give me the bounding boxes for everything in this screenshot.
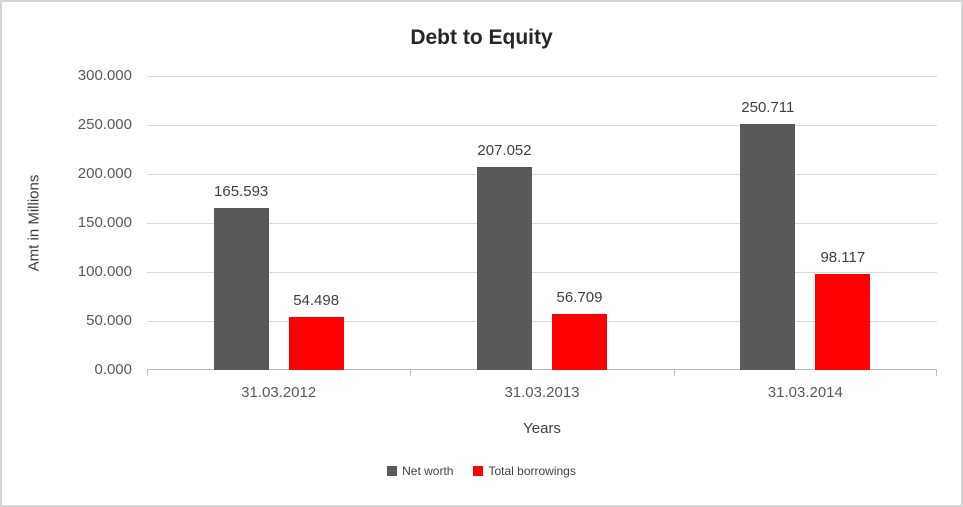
y-tick-label: 150.000 [77,214,132,231]
bar-value-label: 250.711 [741,99,795,117]
legend-label: Total borrowings [488,464,576,478]
bar-value-label: 98.117 [820,248,866,266]
bar-total-borrowings [815,273,871,370]
gridline [147,125,937,126]
y-tick-label: 50.000 [86,312,132,329]
y-tick-label: 200.000 [77,165,132,182]
legend-label: Net worth [402,464,454,478]
y-tick-label: 100.000 [77,263,132,280]
y-axis-ticks: 0.000 50.000 100.000 150.000 200.000 250.000 3… [2,67,132,378]
legend-item: Total borrowings [473,464,576,478]
y-tick-label: 0.000 [94,361,132,378]
bar-value-label: 56.709 [556,289,603,307]
bar-total-borrowings [288,316,344,370]
legend-swatch [387,466,398,476]
gridline [147,272,937,273]
axis-tick-mark [410,370,412,376]
bar-net-worth [213,207,269,370]
bar-total-borrowings [552,314,607,370]
y-tick-label: 250.000 [77,116,132,133]
bar-value-label: 54.498 [293,291,340,309]
axis-tick-mark [936,370,937,376]
legend: Net worth Total borrowings [2,464,961,478]
bar-value-label: 207.052 [477,142,532,160]
y-tick-label: 300.000 [77,67,132,84]
x-category-label: 31.03.2012 [241,384,317,401]
x-axis-title: Years [523,420,561,437]
bar-net-worth [477,167,532,370]
x-category-label: 31.03.2013 [504,384,580,401]
plot-area: 31.03.2012 165.593 54.498 31.03.2013 207.052… [147,76,937,401]
legend-swatch [473,466,484,476]
legend-item: Net worth [387,464,453,478]
bar-value-label: 165.593 [214,182,269,200]
axis-tick-mark [673,370,675,376]
chart-title: Debt to Equity [410,26,553,49]
gridline [147,174,937,175]
gridline [147,223,937,224]
x-category-label: 31.03.2014 [767,384,843,401]
gridline [147,76,937,77]
x-axis-line [147,369,937,370]
gridline [147,321,937,322]
bar-net-worth [740,124,796,370]
axis-tick-mark [147,370,148,376]
